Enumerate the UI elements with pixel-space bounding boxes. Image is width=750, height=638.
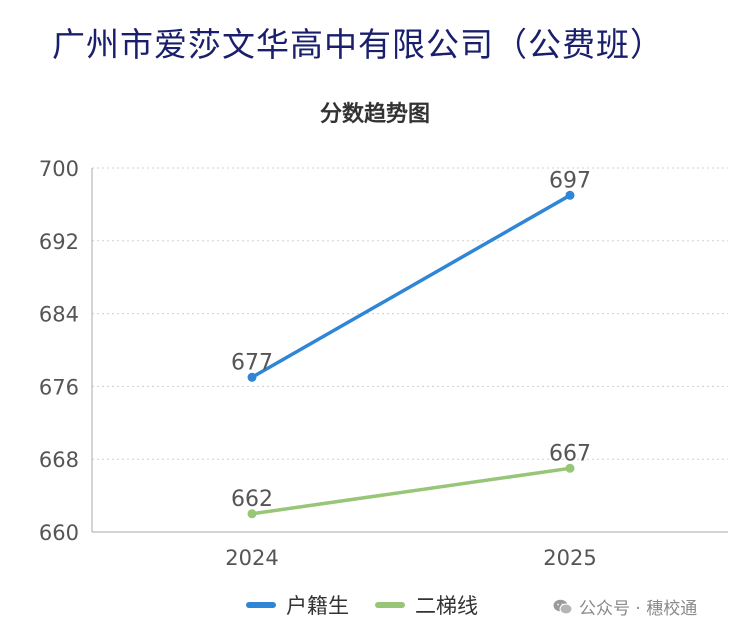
x-tick-labels: 2024 2025 <box>225 546 596 570</box>
legend-item-series-1[interactable]: 二梯线 <box>375 590 478 620</box>
y-tick-label: 692 <box>39 230 79 254</box>
y-tick-label: 668 <box>39 448 79 472</box>
watermark-text: 公众号 · 穗校通 <box>579 599 698 619</box>
data-point <box>565 190 575 200</box>
axes <box>91 168 728 533</box>
series-line <box>250 466 572 516</box>
data-label: 662 <box>231 487 273 512</box>
page-title: 广州市爱莎文华高中有限公司（公费班） <box>52 25 664 64</box>
wechat-icon <box>553 599 573 614</box>
legend-swatch <box>246 602 276 608</box>
grid-lines <box>92 167 728 460</box>
series-line <box>250 193 572 380</box>
y-tick-labels: 660 668 676 684 692 700 <box>39 157 79 545</box>
y-tick-label: 700 <box>39 157 79 181</box>
data-point <box>247 509 257 519</box>
data-label: 697 <box>549 168 591 193</box>
data-label: 677 <box>231 350 273 375</box>
legend-label: 二梯线 <box>415 594 478 618</box>
legend: 户籍生 二梯线 <box>246 590 504 620</box>
y-tick-label: 684 <box>39 303 79 327</box>
series: 677 697 662 667 <box>231 168 591 519</box>
data-point <box>247 372 257 382</box>
y-tick-label: 676 <box>39 375 79 399</box>
x-tick-label: 2024 <box>225 546 278 570</box>
chart-title: 分数趋势图 <box>319 102 430 127</box>
data-point <box>565 463 575 473</box>
x-tick-label: 2025 <box>543 546 596 570</box>
watermark: 公众号 · 穗校通 <box>553 594 697 619</box>
legend-label: 户籍生 <box>286 594 349 618</box>
y-tick-label: 660 <box>39 521 79 545</box>
legend-swatch <box>375 602 405 608</box>
legend-item-series-0[interactable]: 户籍生 <box>246 590 349 620</box>
data-label: 667 <box>549 441 591 466</box>
